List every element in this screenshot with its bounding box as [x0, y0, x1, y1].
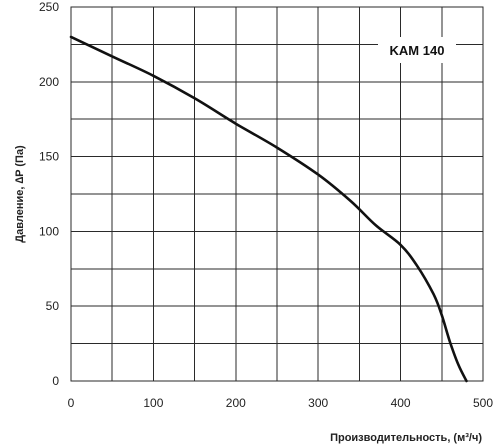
series-label: KAM 140 [390, 43, 445, 58]
y-axis-label: Давление, ∆P (Па) [14, 145, 26, 243]
y-tick-label: 100 [39, 224, 59, 238]
x-axis-ticks: 0 100 200 300 400 500 [68, 396, 494, 410]
x-axis-label: Производительность, (м³/ч) [330, 432, 482, 444]
x-tick-label: 500 [473, 396, 493, 410]
x-tick-label: 300 [308, 396, 328, 410]
y-tick-label: 200 [39, 75, 59, 89]
legend-box [378, 37, 456, 63]
y-tick-label: 0 [52, 374, 59, 388]
y-tick-label: 50 [46, 299, 60, 313]
legend: KAM 140 [378, 37, 456, 63]
x-tick-label: 100 [143, 396, 163, 410]
series [69, 35, 468, 383]
x-tick-label: 0 [68, 396, 75, 410]
plot-frame [70, 6, 484, 382]
series-line [69, 35, 468, 383]
y-tick-label: 250 [39, 0, 59, 14]
x-tick-label: 400 [391, 396, 411, 410]
x-tick-label: 200 [226, 396, 246, 410]
grid [70, 6, 484, 382]
y-tick-label: 150 [39, 150, 59, 164]
y-axis-ticks: 0 50 100 150 200 250 [39, 0, 59, 388]
